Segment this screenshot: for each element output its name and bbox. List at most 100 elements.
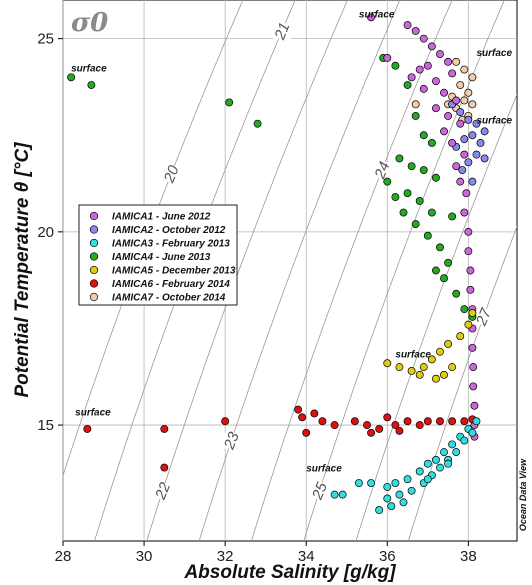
data-point (415, 196, 424, 205)
data-point (67, 73, 76, 82)
x-tick-label: 34 (298, 548, 315, 565)
legend-entry: IAMICA5 - December 2013 (112, 266, 236, 277)
data-point (448, 139, 457, 147)
data-point (411, 220, 420, 229)
data-point (399, 208, 408, 217)
legend-box (78, 204, 238, 306)
data-point (452, 448, 461, 457)
legend-marker (89, 225, 99, 234)
data-point (350, 417, 359, 426)
data-point (444, 57, 453, 66)
data-point (452, 96, 461, 105)
data-point (160, 463, 169, 472)
data-point (383, 413, 392, 422)
data-points (67, 13, 489, 515)
annotations: surface surface surface surface surface surfa… (71, 9, 512, 474)
data-point (456, 81, 465, 89)
data-point (448, 212, 457, 221)
data-point (391, 479, 400, 487)
data-point (411, 100, 420, 109)
data-point (423, 475, 432, 484)
data-point (456, 119, 465, 128)
data-point (440, 448, 448, 457)
data-point (464, 247, 473, 256)
surface-annotation: surface (306, 463, 342, 474)
data-point (395, 363, 404, 372)
data-point (423, 231, 432, 240)
data-point (375, 424, 384, 433)
data-point (431, 455, 440, 464)
data-point (330, 421, 339, 430)
data-point (427, 355, 436, 364)
sigma-label-bg (153, 482, 172, 499)
data-point (472, 150, 481, 159)
data-point (415, 421, 424, 430)
x-axis-ticks: 28 30 32 34 36 38 (55, 541, 477, 565)
data-point (436, 463, 444, 472)
data-point (411, 111, 420, 120)
sigma-label: 22 (152, 479, 175, 502)
sigma-label: 23 (220, 429, 243, 452)
data-point (431, 77, 440, 86)
data-point (383, 177, 392, 186)
data-point (444, 111, 453, 120)
data-point (253, 119, 262, 128)
data-point (415, 467, 424, 476)
surface-annotation: surface (476, 116, 512, 127)
data-point (407, 73, 416, 82)
data-point (367, 13, 376, 22)
data-point (302, 428, 311, 437)
sigma-label-bg (162, 165, 181, 182)
sigma-label-bg (474, 308, 493, 325)
data-point (470, 401, 479, 410)
data-point (383, 54, 392, 62)
legend-marker (89, 238, 99, 248)
data-point (423, 459, 432, 468)
data-point (407, 162, 416, 171)
sigma-label-bg (372, 162, 391, 179)
surface-annotation: surface (359, 9, 395, 20)
data-point (468, 309, 477, 317)
data-point (456, 108, 465, 117)
data-point (383, 482, 392, 491)
data-point (466, 285, 475, 294)
data-point (448, 440, 457, 449)
data-point (462, 189, 471, 198)
sigma-label: 24 (371, 159, 393, 182)
data-point (383, 494, 392, 503)
data-point (330, 490, 339, 499)
data-point (452, 57, 461, 66)
x-axis-title: Absolute Salinity [g/kg] (183, 562, 396, 583)
data-point (464, 88, 473, 97)
data-point (464, 115, 473, 124)
data-point (444, 258, 453, 267)
data-point (407, 367, 416, 375)
legend-marker (89, 252, 99, 261)
data-point (460, 305, 469, 314)
legend-entry: IAMICA6 - February 2014 (112, 279, 230, 290)
legend: IAMICA1 - June 2012 IAMICA2 - October 201… (78, 204, 238, 306)
sigma-contour (251, 0, 453, 541)
data-point (294, 405, 303, 414)
data-point (419, 131, 428, 140)
data-point (225, 98, 234, 107)
legend-marker (89, 265, 99, 275)
data-point (387, 502, 396, 511)
data-point (403, 475, 412, 484)
sigma-label-bg (222, 432, 241, 449)
data-point (391, 421, 400, 430)
data-point (464, 320, 473, 329)
data-point (298, 413, 307, 422)
y-tick-label: 15 (37, 417, 54, 434)
data-point (469, 363, 478, 372)
data-point (367, 479, 376, 487)
data-point (472, 417, 481, 426)
data-point (480, 127, 489, 136)
data-point (460, 150, 469, 159)
data-point (423, 417, 432, 426)
x-tick-label: 36 (379, 548, 396, 565)
data-point (391, 193, 400, 202)
y-tick-label: 25 (37, 31, 54, 48)
y-axis-title: Potential Temperature θ [°C] (12, 142, 33, 398)
